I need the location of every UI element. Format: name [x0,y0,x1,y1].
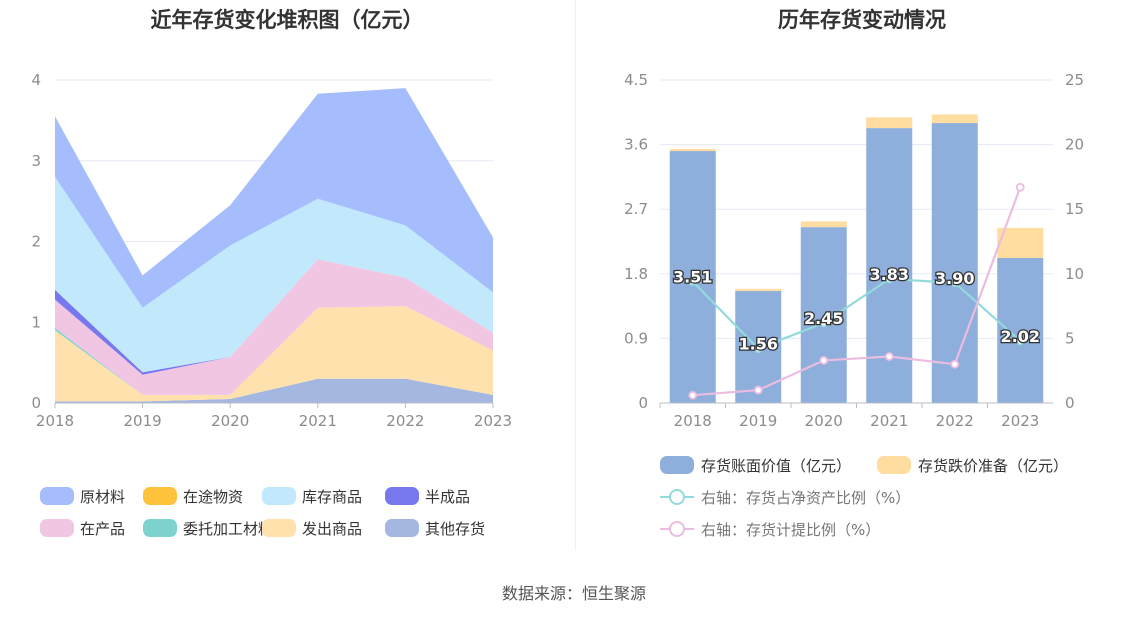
right-y-left-tick-4: 3.6 [624,136,648,154]
left-chart-title: 近年存货变化堆积图（亿元） [150,8,424,32]
line-2-point-2019 [753,385,763,395]
left-legend-label-2: 在途物资 [183,488,243,506]
bar-1-2023 [997,258,1044,403]
line-1-point-2020 [819,318,829,328]
left-legend-label-6: 委托加工材料 [183,520,273,538]
left-legend-swatch-3 [262,487,296,505]
right-x-tick-2018: 2018 [674,412,712,430]
line-2-point-2018 [688,390,698,400]
right-legend-swatch-1 [660,456,694,474]
bar-1-2018 [669,151,716,403]
right-x-tick-2019: 2019 [739,412,777,430]
left-y-tick-4: 4 [31,71,41,89]
left-legend-swatch-6 [143,519,177,537]
right-x-tick-2020: 2020 [805,412,843,430]
left-legend-label-1: 原材料 [80,488,125,506]
right-chart-title: 历年存货变动情况 [778,8,946,32]
right-x-tick-2022: 2022 [936,412,974,430]
right-legend-label-2: 存货跌价准备（亿元） [918,457,1068,475]
line-series-1 [692,277,1022,350]
left-legend-swatch-8 [385,519,419,537]
data-source: 数据来源：恒生聚源 [0,580,1148,604]
left-legend-swatch-4 [385,487,419,505]
bar-value-label-2021: 3.83 [870,265,909,284]
line-series-2 [692,186,1022,397]
right-legend-marker-4 [669,521,685,537]
left-x-tick-2018: 2018 [36,412,74,430]
right-x-tick-2023: 2023 [1001,412,1039,430]
right-legend-label-1: 存货账面价值（亿元） [701,457,851,475]
left-y-tick-2: 2 [31,233,41,251]
right-legend-label-4: 右轴：存货计提比例（%） [701,521,880,539]
left-legend-swatch-2 [143,487,177,505]
left-x-tick-2020: 2020 [211,412,249,430]
left-legend-swatch-5 [40,519,74,537]
right-legend-marker-3 [669,489,685,505]
area-series-1 [55,378,493,403]
line-2-point-2022 [950,359,960,369]
left-x-tick-2021: 2021 [299,412,337,430]
bar-2-2019 [735,288,782,292]
area-series-2 [55,306,493,402]
right-y-right-tick-0: 0 [1065,394,1075,412]
right-x-tick-2021: 2021 [870,412,908,430]
left-x-tick-2022: 2022 [386,412,424,430]
right-y-left-tick-0: 0 [638,394,648,412]
line-1-point-2023 [1015,336,1025,346]
left-y-tick-0: 0 [31,394,41,412]
line-1-point-2018 [688,277,698,286]
left-legend-label-4: 半成品 [425,488,470,506]
data-source-name: 恒生聚源 [582,584,647,603]
bar-value-label-2020: 2.45 [804,309,843,328]
left-y-tick-1: 1 [31,313,41,331]
left-legend-swatch-7 [262,519,296,537]
line-1-point-2022 [950,278,960,288]
bar-value-label-2022: 3.90 [935,269,974,288]
bar-value-label-2019: 1.56 [739,335,778,354]
right-y-right-tick-4: 20 [1065,136,1084,154]
left-legend-swatch-1 [40,487,74,505]
line-1-point-2019 [753,344,763,354]
left-legend-label-7: 发出商品 [302,520,362,538]
bar-2-2022 [931,114,978,124]
area-series-8 [55,88,493,308]
right-y-left-tick-3: 2.7 [624,200,648,218]
bar-2-2018 [669,148,716,152]
right-legend-label-3: 右轴：存货占净资产比例（%） [701,489,910,507]
bar-value-label-2023: 2.02 [1001,327,1040,346]
area-series-6 [55,176,493,373]
bar-2-2020 [800,221,847,228]
right-y-right-tick-1: 5 [1065,329,1075,347]
right-y-left-tick-2: 1.8 [624,265,648,283]
bar-1-2020 [800,227,847,403]
bar-value-label-2018: 3.51 [673,268,712,287]
data-source-label: 数据来源： [501,584,582,603]
left-x-tick-2023: 2023 [474,412,512,430]
right-y-right-tick-5: 25 [1065,71,1084,89]
right-y-right-tick-3: 15 [1065,200,1084,218]
bar-2-2023 [997,227,1044,259]
line-2-point-2021 [884,352,894,361]
right-y-left-tick-1: 0.9 [624,329,648,347]
left-legend-label-8: 其他存货 [425,520,485,538]
left-x-tick-2019: 2019 [124,412,162,430]
left-y-tick-3: 3 [31,152,41,170]
area-series-4 [55,259,493,395]
right-legend-swatch-2 [877,456,911,474]
panel-divider [575,0,576,550]
bar-1-2022 [931,123,978,404]
left-legend-label-5: 在产品 [80,520,125,538]
left-legend-label-3: 库存商品 [302,488,362,506]
right-y-left-tick-5: 4.5 [624,71,648,89]
line-2-point-2020 [819,355,829,365]
line-1-point-2021 [884,274,894,284]
line-2-point-2023 [1015,182,1025,192]
right-y-right-tick-2: 10 [1065,265,1084,283]
bar-2-2021 [866,117,913,129]
